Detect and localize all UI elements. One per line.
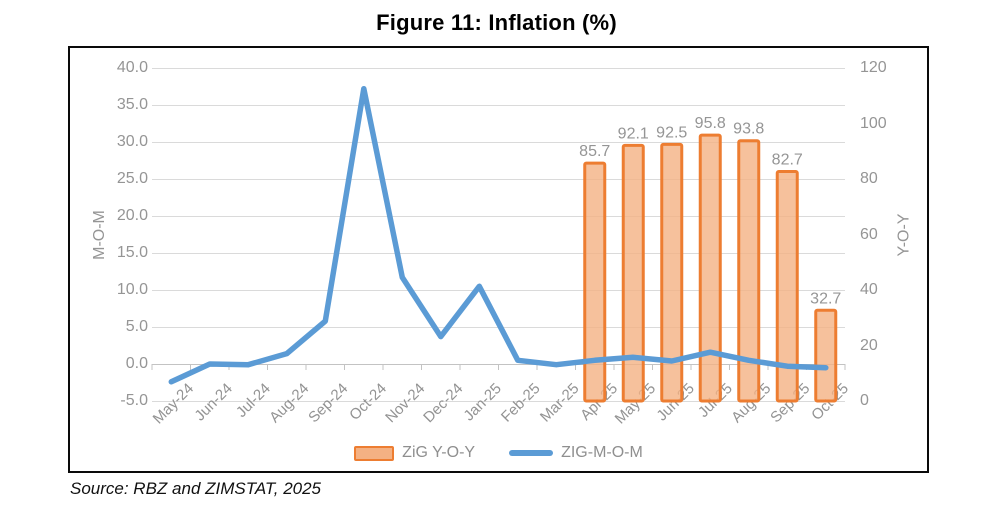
y-axis-tick-label-right: 40 xyxy=(860,281,878,298)
bar-value-label: 95.8 xyxy=(695,115,726,132)
legend-item-zig-yoy: ZiG Y-O-Y xyxy=(354,444,475,462)
bar-value-label: 85.7 xyxy=(579,143,610,160)
y-axis-tick-label-left: 40.0 xyxy=(116,59,148,76)
bar-value-label: 82.7 xyxy=(772,152,803,169)
bar-series-swatch-icon xyxy=(354,445,395,461)
y-axis-tick-label-left: 25.0 xyxy=(116,170,148,187)
y-axis-tick-label-left: 5.0 xyxy=(125,318,148,335)
legend: ZiG Y-O-Y ZIG-M-O-M xyxy=(70,444,927,462)
bar-value-label: 92.1 xyxy=(618,125,649,142)
right-axis-title: Y-O-Y xyxy=(895,213,913,256)
y-axis-tick-label-left: 30.0 xyxy=(116,133,148,150)
gridline xyxy=(152,289,845,291)
y-axis-tick-label-right: 0 xyxy=(860,392,869,409)
bar-zig-yoy xyxy=(621,143,645,403)
legend-label: ZIG-M-O-M xyxy=(561,444,643,461)
y-axis-tick-label-left: 0.0 xyxy=(125,355,148,372)
gridline xyxy=(152,215,845,217)
chart-title: Figure 11: Inflation (%) xyxy=(376,10,617,35)
source-caption: Source: RBZ and ZIMSTAT, 2025 xyxy=(70,479,322,498)
y-axis-tick-label-left: 15.0 xyxy=(116,244,148,261)
plot-area: May-24 Jun-24 Jul-24 Aug-24 Sep-24 Oct-24 Nov-… xyxy=(150,67,852,427)
bar-zig-yoy xyxy=(775,170,799,403)
left-axis-title: M-O-M xyxy=(91,209,109,260)
gridline xyxy=(152,400,845,402)
legend-item-zig-mom: ZIG-M-O-M xyxy=(509,444,643,462)
y-axis-tick-label-right: 120 xyxy=(860,59,887,76)
bar-zig-yoy xyxy=(698,133,722,403)
bar-value-label: 92.5 xyxy=(656,124,687,141)
gridline xyxy=(152,67,845,69)
bar-zig-yoy xyxy=(583,161,607,403)
y-axis-tick-label-right: 100 xyxy=(860,114,887,132)
bar-zig-yoy xyxy=(814,308,838,403)
y-axis-tick-label-left: -5.0 xyxy=(120,392,148,409)
y-axis-tick-label-left: 10.0 xyxy=(116,281,148,298)
y-axis-tick-label-right: 60 xyxy=(860,225,878,243)
chart-area: M-O-M Y-O-Y 40.0 35.0 30.0 25.0 20.0 15.0 10.0… xyxy=(68,46,929,473)
y-axis-tick-label-left: 20.0 xyxy=(116,207,148,224)
y-axis-tick-label-left: 35.0 xyxy=(116,96,148,113)
line-series-swatch-icon xyxy=(509,450,554,456)
gridline xyxy=(152,141,845,143)
bar-value-label: 32.7 xyxy=(810,290,841,307)
bar-value-label: 93.8 xyxy=(733,121,764,138)
y-axis-tick-label-right: 20 xyxy=(860,336,878,354)
bar-zig-yoy xyxy=(660,142,684,403)
gridline xyxy=(152,178,845,180)
legend-label: ZiG Y-O-Y xyxy=(402,444,476,461)
gridline xyxy=(152,252,845,254)
bar-zig-yoy xyxy=(737,139,761,403)
line-zig-mom xyxy=(168,85,829,385)
chart-canvas: 85.7 92.1 92.5 95.8 93.8 82.7 32.7 xyxy=(151,85,846,403)
y-axis-tick-label-right: 80 xyxy=(860,170,878,187)
gridline xyxy=(152,104,845,106)
